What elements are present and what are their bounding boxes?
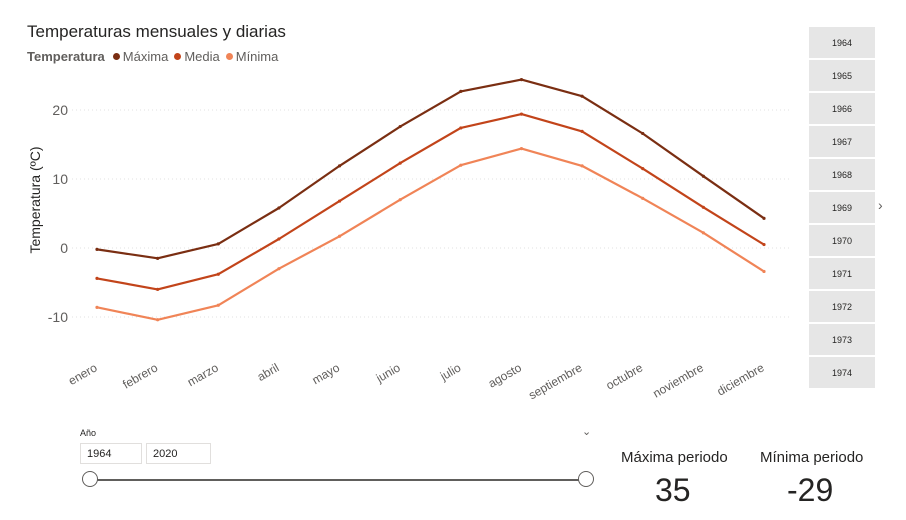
y-tick-label: -10 (48, 309, 68, 325)
series-line-0[interactable] (96, 78, 765, 260)
data-point[interactable] (580, 129, 584, 133)
slicer-item-year[interactable]: 1972 (809, 291, 875, 322)
year-end-input[interactable] (146, 443, 211, 464)
data-point[interactable] (277, 267, 281, 271)
data-point[interactable] (95, 305, 99, 309)
data-point[interactable] (95, 247, 99, 251)
legend-dot-media (174, 53, 182, 60)
x-tick-label: diciembre (714, 360, 766, 398)
legend-label-media: Media (184, 49, 220, 64)
x-tick-label: julio (437, 360, 464, 383)
data-point[interactable] (216, 242, 220, 246)
kpi-max-value: 35 (655, 472, 691, 508)
x-tick-label: abril (255, 360, 282, 383)
data-point[interactable] (762, 242, 766, 247)
x-tick-label: enero (66, 360, 100, 388)
x-tick-label: junio (373, 360, 403, 385)
legend-item-minima[interactable]: Mínima (225, 49, 279, 64)
data-point[interactable] (398, 161, 402, 165)
data-point[interactable] (216, 303, 220, 307)
y-tick-label: 10 (52, 171, 68, 187)
legend-item-media[interactable]: Media (174, 49, 220, 64)
data-point[interactable] (398, 198, 402, 202)
year-range-track[interactable] (90, 479, 586, 481)
x-tick-label: febrero (120, 360, 160, 391)
legend-title: Temperatura (27, 49, 105, 64)
legend-dot-maxima (112, 53, 120, 60)
data-point[interactable] (641, 196, 645, 200)
year-start-input[interactable] (80, 443, 142, 464)
slicer-item-year[interactable]: 1965 (809, 60, 875, 91)
data-point[interactable] (701, 174, 705, 178)
data-point[interactable] (459, 126, 463, 130)
line-chart: 20 10 0 -10 Temperatura (ºC) enero febrero marz… (27, 78, 792, 402)
y-axis-label: Temperatura (ºC) (27, 146, 43, 253)
slicer-item-year[interactable]: 1966 (809, 93, 875, 124)
data-point[interactable] (95, 276, 99, 280)
chevron-down-icon[interactable]: ⌄ (582, 426, 592, 438)
slicer-item-year[interactable]: 1967 (809, 126, 875, 157)
data-point[interactable] (519, 78, 524, 82)
chart-title: Temperaturas mensuales y diarias (27, 22, 286, 41)
legend-label-maxima: Máxima (122, 49, 169, 64)
data-point[interactable] (156, 318, 160, 322)
data-point[interactable] (216, 272, 220, 276)
chart-legend: Temperatura Máxima Media Mínima (27, 49, 284, 64)
data-point[interactable] (277, 237, 281, 241)
data-point[interactable] (337, 234, 342, 238)
slicer-item-year[interactable]: 1973 (809, 324, 875, 355)
y-tick-label: 0 (60, 240, 68, 256)
kpi-min-label: Mínima periodo (760, 449, 864, 466)
data-point[interactable] (641, 167, 645, 171)
data-point[interactable] (459, 89, 463, 93)
year-range-start-handle[interactable] (82, 471, 98, 487)
data-point[interactable] (519, 112, 524, 116)
chevron-right-icon[interactable]: › (878, 197, 883, 213)
data-point[interactable] (701, 205, 705, 209)
data-point[interactable] (459, 163, 463, 167)
data-point[interactable] (701, 231, 705, 235)
data-point[interactable] (580, 94, 584, 98)
data-point[interactable] (641, 131, 645, 136)
x-tick-label: octubre (604, 360, 646, 392)
kpi-min-value: -29 (787, 472, 834, 508)
x-tick-label: noviembre (650, 360, 706, 400)
slicer-item-year[interactable]: 1969 (809, 192, 875, 223)
data-point[interactable] (762, 269, 766, 274)
data-point[interactable] (519, 147, 524, 151)
data-point[interactable] (156, 256, 160, 260)
data-point[interactable] (156, 287, 160, 291)
slicer-item-year[interactable]: 1964 (809, 27, 875, 58)
data-point[interactable] (337, 164, 342, 168)
series-line-2[interactable] (96, 147, 765, 321)
year-range-label: Año (80, 428, 97, 438)
data-point[interactable] (337, 199, 342, 203)
slicer-item-year[interactable]: 1968 (809, 159, 875, 190)
kpi-max-label: Máxima periodo (621, 449, 728, 466)
year-slicer: 1964 1965 1966 1967 1968 1969 1970 1971 1972 1973… (809, 27, 875, 390)
x-tick-label: septiembre (526, 360, 585, 402)
data-point[interactable] (762, 216, 766, 220)
x-tick-label: agosto (486, 360, 524, 390)
x-tick-label: mayo (310, 360, 343, 387)
slicer-item-year[interactable]: 1974 (809, 357, 875, 388)
slicer-item-year[interactable]: 1970 (809, 225, 875, 256)
data-point[interactable] (277, 206, 281, 210)
year-range-end-handle[interactable] (578, 471, 594, 487)
legend-label-minima: Mínima (235, 49, 279, 64)
legend-dot-minima (225, 53, 233, 60)
series-line-1[interactable] (96, 112, 765, 291)
data-point[interactable] (398, 124, 402, 129)
slicer-item-year[interactable]: 1971 (809, 258, 875, 289)
y-tick-label: 20 (52, 102, 68, 118)
legend-item-maxima[interactable]: Máxima (112, 49, 169, 64)
x-tick-label: marzo (185, 360, 221, 389)
data-point[interactable] (580, 164, 584, 168)
